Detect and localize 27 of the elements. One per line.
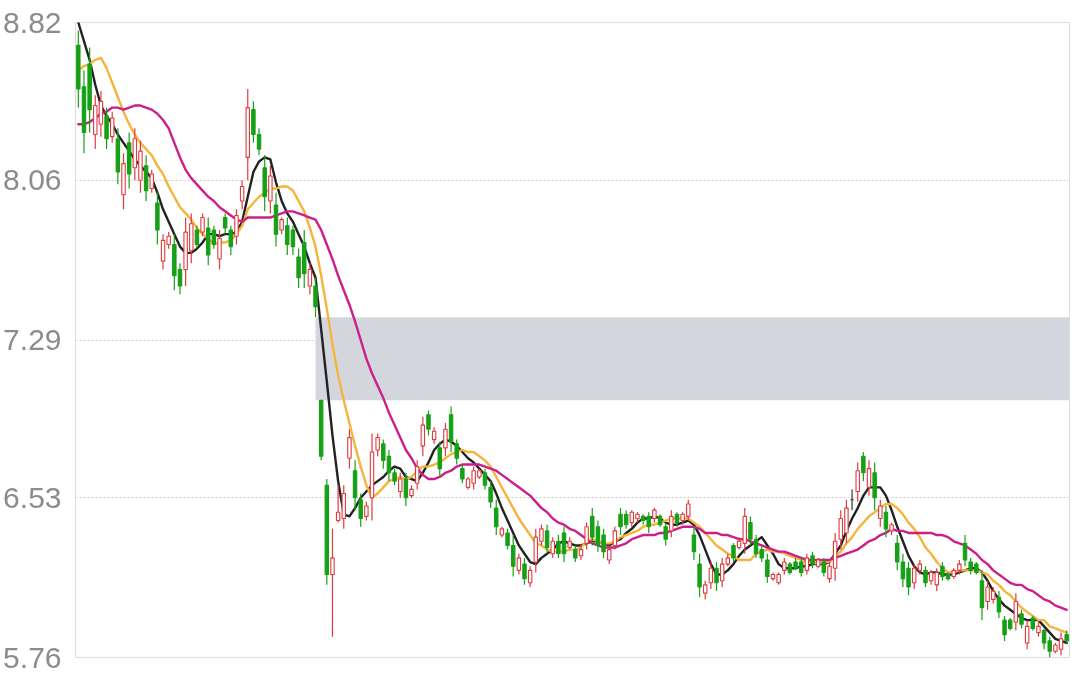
candlestick	[544, 524, 550, 555]
candlestick	[115, 127, 121, 185]
candlestick	[612, 526, 618, 551]
candlestick	[403, 472, 409, 507]
candlestick	[804, 553, 810, 576]
candlestick	[691, 526, 697, 561]
candlestick	[143, 154, 149, 202]
candlestick	[499, 526, 505, 538]
y-tick-label: 6.53	[3, 480, 62, 514]
candlestick	[1024, 619, 1030, 650]
candlestick	[962, 534, 968, 567]
y-tick-label: 8.82	[3, 5, 62, 39]
y-tick-label: 8.06	[3, 163, 62, 197]
candlestick	[330, 528, 335, 638]
candlestick	[194, 225, 200, 250]
candlestick	[448, 405, 454, 453]
candlestick	[307, 262, 313, 295]
candlestick	[369, 432, 375, 522]
y-tick-label: 7.29	[3, 323, 62, 356]
candlestick	[239, 179, 245, 210]
candlestick	[273, 192, 279, 248]
y-tick-label: 5.76	[3, 640, 62, 674]
candlestick	[352, 459, 358, 511]
candlestick	[482, 468, 488, 491]
candlestick	[979, 569, 985, 621]
candlestick	[245, 88, 250, 181]
candlestick	[866, 459, 872, 497]
